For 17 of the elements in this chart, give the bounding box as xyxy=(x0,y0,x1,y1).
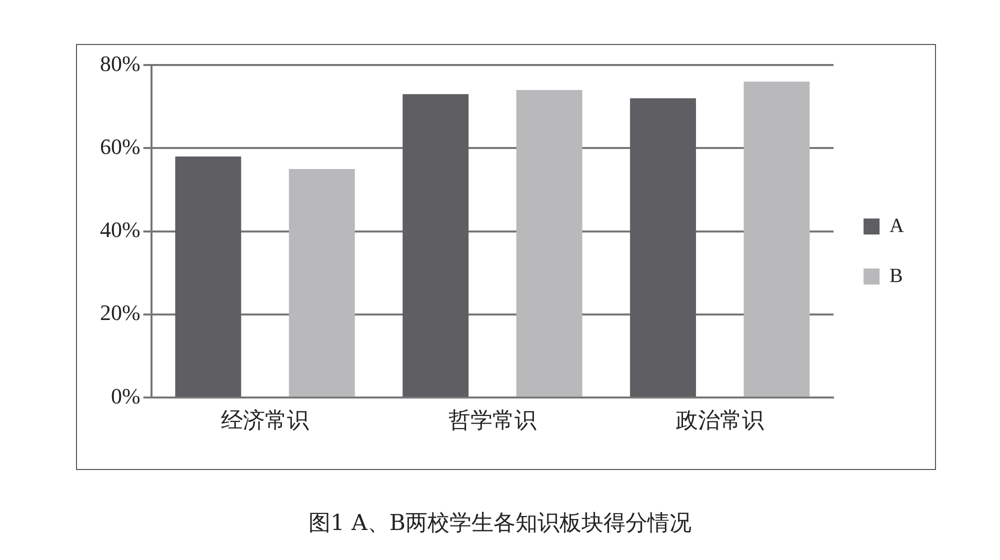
legend-label: A xyxy=(890,214,905,237)
bar xyxy=(288,168,355,397)
y-tick-label: 20% xyxy=(100,300,140,326)
bar xyxy=(175,156,242,397)
bar xyxy=(744,82,810,397)
y-tick-label: 60% xyxy=(100,134,140,159)
bar xyxy=(630,98,696,397)
bar xyxy=(402,94,469,397)
text: 图1 A、B两校学生各知识板块得分情况 xyxy=(307,510,693,538)
x-tick-label: 政治常识 xyxy=(676,408,764,434)
y-tick-label: 40% xyxy=(100,217,140,242)
y-tick-label: 80% xyxy=(100,50,140,76)
x-tick-label: 经济常识 xyxy=(221,408,310,434)
legend-label: B xyxy=(890,264,903,287)
x-tick-label: 哲学常识 xyxy=(448,408,536,434)
y-tick-label: 0% xyxy=(111,383,140,408)
bar xyxy=(516,90,582,397)
